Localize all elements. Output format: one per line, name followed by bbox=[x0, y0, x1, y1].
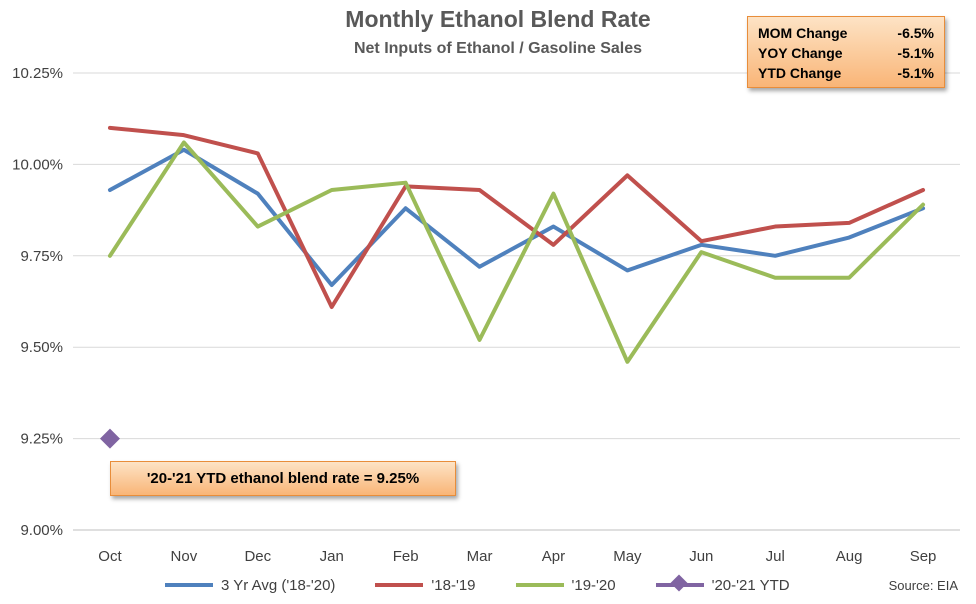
diamond-marker-icon bbox=[670, 574, 688, 592]
ytd-annotation: '20-'21 YTD ethanol blend rate = 9.25% bbox=[110, 461, 456, 496]
series-lines bbox=[99, 125, 926, 449]
x-tick-label: Oct bbox=[98, 548, 122, 565]
legend-swatch bbox=[515, 583, 564, 587]
legend-item-20-21-ytd: '20-'21 YTD bbox=[655, 574, 790, 594]
y-tick-label: 9.00% bbox=[20, 522, 63, 539]
legend-swatch bbox=[655, 574, 704, 592]
x-tick-label: Apr bbox=[542, 548, 565, 565]
y-tick-label: 10.00% bbox=[12, 156, 63, 173]
y-tick-label: 9.75% bbox=[20, 248, 63, 265]
stat-value: -6.5% bbox=[897, 25, 934, 41]
series-line-1 bbox=[107, 125, 926, 309]
legend-label: '18-'19 bbox=[431, 576, 476, 594]
x-tick-label: Nov bbox=[171, 548, 198, 565]
legend: 3 Yr Avg ('18-'20) '18-'19 '19-'20 '20-'… bbox=[165, 574, 830, 595]
stat-value: -5.1% bbox=[897, 65, 934, 81]
stat-label: MOM Change bbox=[758, 25, 848, 41]
x-tick-label: Jul bbox=[766, 548, 785, 565]
stat-row-yoy: YOY Change -5.1% bbox=[758, 43, 934, 63]
stat-value: -5.1% bbox=[897, 45, 934, 61]
stat-row-ytd: YTD Change -5.1% bbox=[758, 63, 934, 83]
y-tick-label: 9.25% bbox=[20, 431, 63, 448]
y-tick-label: 10.25% bbox=[12, 65, 63, 82]
series-line-0 bbox=[107, 147, 926, 288]
legend-item-3yr-avg: 3 Yr Avg ('18-'20) bbox=[165, 577, 335, 594]
stat-label: YTD Change bbox=[758, 65, 842, 81]
legend-swatch bbox=[165, 583, 213, 587]
stat-label: YOY Change bbox=[758, 45, 843, 61]
x-tick-label: Jan bbox=[320, 548, 344, 565]
legend-item-18-19: '18-'19 bbox=[375, 576, 476, 594]
legend-label: '19-'20 bbox=[571, 576, 616, 594]
series-line-2 bbox=[107, 140, 926, 364]
x-tick-label: Sep bbox=[910, 548, 937, 565]
source-note: Source: EIA bbox=[888, 578, 958, 593]
chart-title: Monthly Ethanol Blend Rate bbox=[345, 6, 651, 32]
x-tick-label: Feb bbox=[393, 548, 419, 565]
y-axis-tick-labels: 9.00% 9.25% 9.50% 9.75% 10.00% 10.25% bbox=[12, 65, 63, 539]
gridlines bbox=[73, 72, 960, 531]
y-tick-label: 9.50% bbox=[20, 339, 63, 356]
legend-item-19-20: '19-'20 bbox=[515, 576, 616, 594]
x-axis-tick-labels: Oct Nov Dec Jan Feb Mar Apr May Jun Jul Aug Sep bbox=[98, 548, 936, 565]
chart-subtitle: Net Inputs of Ethanol / Gasoline Sales bbox=[353, 40, 643, 57]
x-tick-label: Aug bbox=[836, 548, 863, 565]
stat-row-mom: MOM Change -6.5% bbox=[758, 23, 934, 43]
series-point-diamond bbox=[99, 428, 120, 449]
legend-label: '20-'21 YTD bbox=[711, 576, 790, 594]
legend-swatch bbox=[375, 583, 424, 587]
change-stats-box: MOM Change -6.5% YOY Change -5.1% YTD Ch… bbox=[747, 16, 945, 88]
x-tick-label: Dec bbox=[244, 548, 271, 565]
x-tick-label: Jun bbox=[689, 548, 713, 565]
x-tick-label: May bbox=[613, 548, 642, 565]
x-tick-label: Mar bbox=[467, 548, 493, 565]
legend-label: 3 Yr Avg ('18-'20) bbox=[221, 576, 336, 594]
